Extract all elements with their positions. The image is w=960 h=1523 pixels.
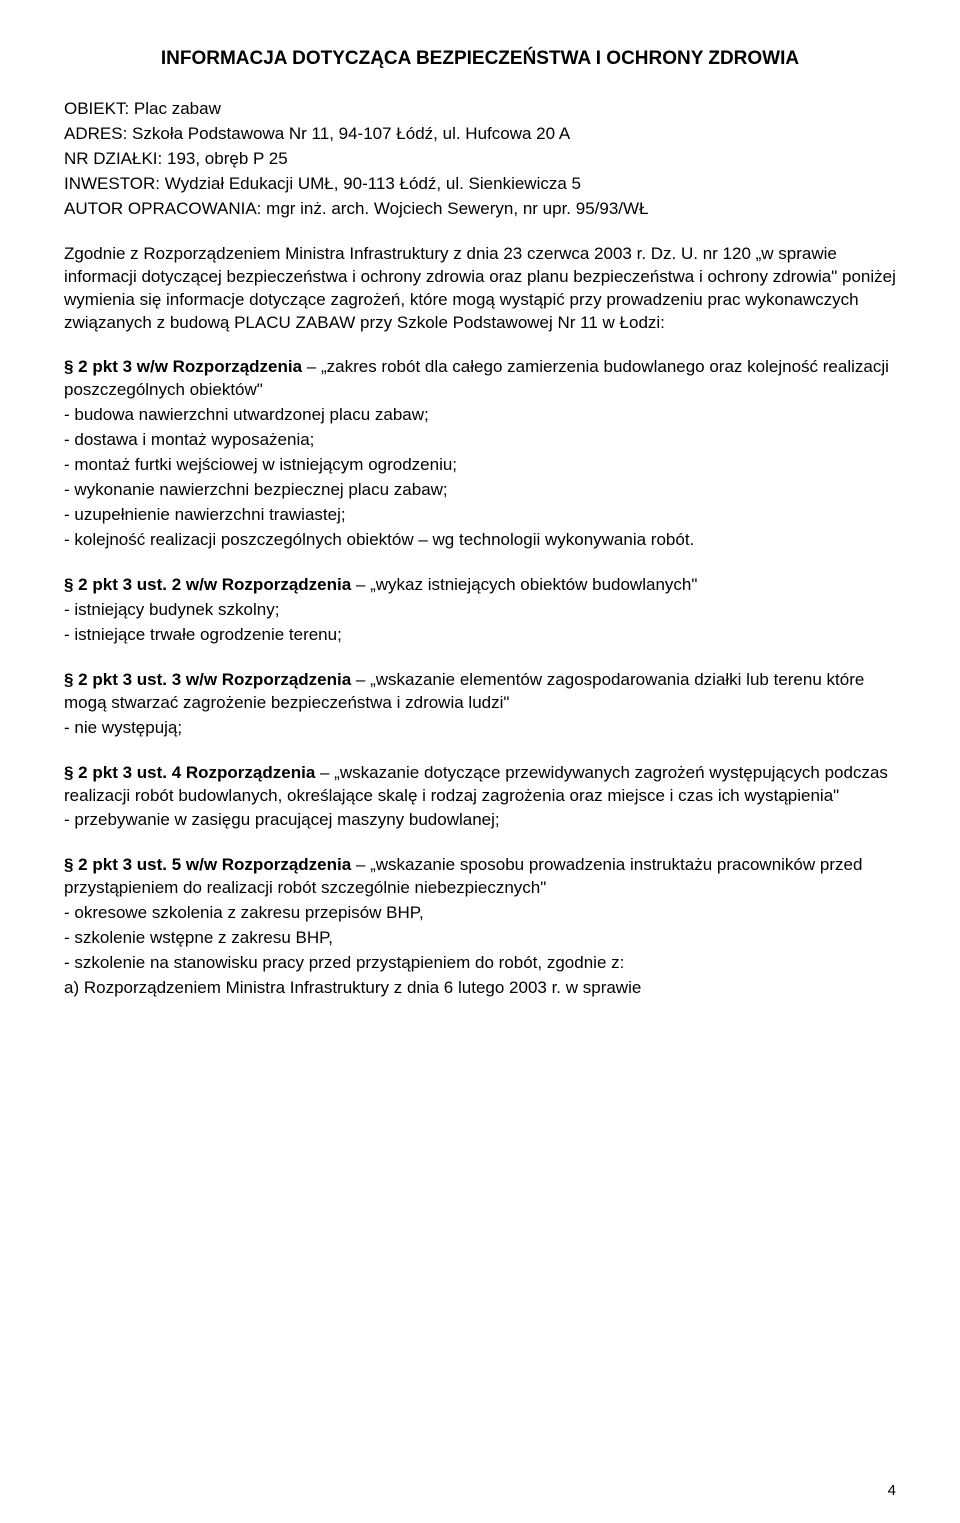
intro-paragraph: Zgodnie z Rozporządzeniem Ministra Infra…	[64, 243, 896, 335]
meta-dzialki-label: NR DZIAŁKI:	[64, 149, 162, 168]
section-1-item: - montaż furtki wejściowej w istniejącym…	[64, 454, 896, 477]
meta-adres-value: Szkoła Podstawowa Nr 11, 94-107 Łódź, ul…	[132, 124, 570, 143]
intro-block: Zgodnie z Rozporządzeniem Ministra Infra…	[64, 243, 896, 335]
meta-obiekt-label: OBIEKT:	[64, 99, 129, 118]
section-1-item: - wykonanie nawierzchni bezpiecznej plac…	[64, 479, 896, 502]
section-3-heading-line: § 2 pkt 3 ust. 3 w/w Rozporządzenia – „w…	[64, 669, 896, 715]
section-2-rest: – „wykaz istniejących obiektów budowlany…	[351, 575, 697, 594]
section-5-item: - szkolenie na stanowisku pracy przed pr…	[64, 952, 896, 975]
section-5: § 2 pkt 3 ust. 5 w/w Rozporządzenia – „w…	[64, 854, 896, 1000]
section-5-heading-line: § 2 pkt 3 ust. 5 w/w Rozporządzenia – „w…	[64, 854, 896, 900]
section-2: § 2 pkt 3 ust. 2 w/w Rozporządzenia – „w…	[64, 574, 896, 647]
section-3: § 2 pkt 3 ust. 3 w/w Rozporządzenia – „w…	[64, 669, 896, 740]
section-1-heading-line: § 2 pkt 3 w/w Rozporządzenia – „zakres r…	[64, 356, 896, 402]
section-4-heading: § 2 pkt 3 ust. 4 Rozporządzenia	[64, 763, 315, 782]
meta-adres: ADRES: Szkoła Podstawowa Nr 11, 94-107 Ł…	[64, 123, 896, 146]
meta-dzialki: NR DZIAŁKI: 193, obręb P 25	[64, 148, 896, 171]
meta-dzialki-value: 193, obręb P 25	[167, 149, 288, 168]
meta-inwestor-value: Wydział Edukacji UMŁ, 90-113 Łódź, ul. S…	[165, 174, 581, 193]
section-4: § 2 pkt 3 ust. 4 Rozporządzenia – „wskaz…	[64, 762, 896, 833]
section-2-item: - istniejące trwałe ogrodzenie terenu;	[64, 624, 896, 647]
section-4-heading-line: § 2 pkt 3 ust. 4 Rozporządzenia – „wskaz…	[64, 762, 896, 808]
meta-block: OBIEKT: Plac zabaw ADRES: Szkoła Podstaw…	[64, 98, 896, 221]
section-4-item: - przebywanie w zasięgu pracującej maszy…	[64, 809, 896, 832]
section-3-heading: § 2 pkt 3 ust. 3 w/w Rozporządzenia	[64, 670, 351, 689]
section-5-item: - okresowe szkolenia z zakresu przepisów…	[64, 902, 896, 925]
section-3-item: - nie występują;	[64, 717, 896, 740]
section-1-item: - budowa nawierzchni utwardzonej placu z…	[64, 404, 896, 427]
meta-autor-label: AUTOR OPRACOWANIA:	[64, 199, 261, 218]
section-1-item: - kolejność realizacji poszczególnych ob…	[64, 529, 896, 552]
meta-autor: AUTOR OPRACOWANIA: mgr inż. arch. Wojcie…	[64, 198, 896, 221]
section-1-item: - dostawa i montaż wyposażenia;	[64, 429, 896, 452]
meta-obiekt: OBIEKT: Plac zabaw	[64, 98, 896, 121]
section-1-heading: § 2 pkt 3 w/w Rozporządzenia	[64, 357, 302, 376]
meta-inwestor-label: INWESTOR:	[64, 174, 160, 193]
section-5-item: - szkolenie wstępne z zakresu BHP,	[64, 927, 896, 950]
document-page: INFORMACJA DOTYCZĄCA BEZPIECZEŃSTWA I OC…	[0, 0, 960, 1523]
meta-inwestor: INWESTOR: Wydział Edukacji UMŁ, 90-113 Ł…	[64, 173, 896, 196]
section-5-item: a) Rozporządzeniem Ministra Infrastruktu…	[64, 977, 896, 1000]
page-title: INFORMACJA DOTYCZĄCA BEZPIECZEŃSTWA I OC…	[64, 48, 896, 70]
meta-autor-value: mgr inż. arch. Wojciech Seweryn, nr upr.…	[266, 199, 648, 218]
section-1-item: - uzupełnienie nawierzchni trawiastej;	[64, 504, 896, 527]
section-5-heading: § 2 pkt 3 ust. 5 w/w Rozporządzenia	[64, 855, 351, 874]
page-number: 4	[888, 1482, 896, 1499]
section-2-item: - istniejący budynek szkolny;	[64, 599, 896, 622]
section-1: § 2 pkt 3 w/w Rozporządzenia – „zakres r…	[64, 356, 896, 552]
section-2-heading: § 2 pkt 3 ust. 2 w/w Rozporządzenia	[64, 575, 351, 594]
section-2-heading-line: § 2 pkt 3 ust. 2 w/w Rozporządzenia – „w…	[64, 574, 896, 597]
meta-obiekt-value: Plac zabaw	[134, 99, 221, 118]
meta-adres-label: ADRES:	[64, 124, 127, 143]
